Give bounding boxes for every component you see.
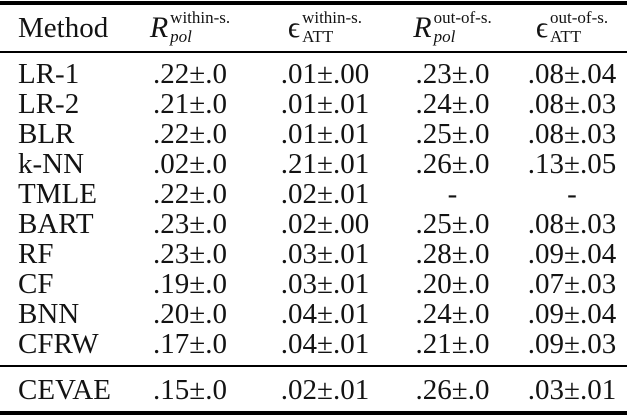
- value-cell: .23±.0: [153, 237, 227, 270]
- bottom-rule: [0, 411, 627, 415]
- column-header-eatt-within: ϵ within-s. ATT: [250, 9, 400, 46]
- value-cell: .01±.01: [280, 87, 370, 120]
- table-row: TMLE .22±.0 .02±.01 - -: [0, 179, 627, 209]
- value-cell: .02±.0: [153, 147, 227, 180]
- subscript: ATT: [550, 27, 582, 46]
- value-cell: .23±.0: [415, 57, 490, 90]
- value-cell: .17±.0: [153, 327, 227, 360]
- subscript: pol: [170, 27, 192, 46]
- superscript: out-of-s.: [433, 8, 492, 28]
- table-row: BLR .22±.0 .01±.01 .25±.0 .08±.03: [0, 119, 627, 149]
- mid-rule: [0, 365, 627, 367]
- method-cell: TMLE: [18, 177, 97, 210]
- method-cell: BNN: [18, 297, 80, 330]
- table-row: k-NN .02±.0 .21±.01 .26±.0 .13±.05: [0, 149, 627, 179]
- value-cell: .09±.03: [527, 327, 617, 360]
- value-cell: .24±.0: [415, 297, 490, 330]
- value-cell: .02±.00: [280, 207, 370, 240]
- value-cell: .21±.0: [153, 87, 227, 120]
- header-rule: [0, 51, 627, 53]
- table-row: BART .23±.0 .02±.00 .25±.0 .08±.03: [0, 209, 627, 239]
- value-cell: .09±.04: [527, 297, 617, 330]
- value-cell: .21±.0: [415, 327, 490, 360]
- method-cell: RF: [18, 237, 54, 270]
- value-cell: .28±.0: [415, 237, 490, 270]
- value-cell: -: [447, 177, 458, 210]
- value-cell: .13±.05: [527, 147, 617, 180]
- value-cell: .01±.00: [280, 57, 370, 90]
- value-cell: .15±.0: [153, 373, 227, 406]
- method-cell: CEVAE: [18, 373, 111, 406]
- table-row: LR-1 .22±.0 .01±.00 .23±.0 .08±.04: [0, 59, 627, 89]
- method-cell: CFRW: [18, 327, 99, 360]
- value-cell: .24±.0: [415, 87, 490, 120]
- value-cell: .08±.03: [527, 87, 617, 120]
- subscript: pol: [433, 27, 456, 46]
- value-cell: .04±.01: [280, 327, 370, 360]
- superscript: within-s.: [302, 8, 363, 28]
- value-cell: .01±.01: [280, 117, 370, 150]
- subscript: ATT: [302, 27, 334, 46]
- method-cell: k-NN: [18, 147, 85, 180]
- value-cell: .19±.0: [153, 267, 227, 300]
- value-cell: .03±.01: [280, 237, 370, 270]
- method-cell: CF: [18, 267, 54, 300]
- table-row: CFRW .17±.0 .04±.01 .21±.0 .09±.03: [0, 329, 627, 359]
- math-symbol-r: R: [413, 11, 432, 44]
- value-cell: -: [567, 177, 577, 210]
- value-cell: .20±.0: [415, 267, 490, 300]
- value-cell: .03±.01: [280, 267, 370, 300]
- value-cell: .08±.03: [527, 207, 617, 240]
- top-rule: [0, 1, 627, 5]
- column-header-eatt-outofs: ϵ out-of-s. ATT: [505, 9, 627, 46]
- value-cell: .23±.0: [153, 207, 227, 240]
- table-row: CF .19±.0 .03±.01 .20±.0 .07±.03: [0, 269, 627, 299]
- value-cell: .04±.01: [280, 297, 370, 330]
- table-row: RF .23±.0 .03±.01 .28±.0 .09±.04: [0, 239, 627, 269]
- math-symbol-epsilon: ϵ: [535, 11, 549, 44]
- value-cell: .07±.03: [527, 267, 617, 300]
- value-cell: .26±.0: [415, 147, 490, 180]
- superscript: out-of-s.: [550, 8, 609, 28]
- value-cell: .25±.0: [415, 207, 490, 240]
- value-cell: .21±.01: [280, 147, 370, 180]
- method-cell: BART: [18, 207, 94, 240]
- value-cell: .26±.0: [415, 373, 490, 406]
- value-cell: .08±.04: [527, 57, 617, 90]
- table-body: LR-1 .22±.0 .01±.00 .23±.0 .08±.04 LR-2 …: [0, 53, 627, 365]
- table-row: BNN .20±.0 .04±.01 .24±.0 .09±.04: [0, 299, 627, 329]
- column-header-method: Method: [18, 11, 109, 44]
- math-symbol-epsilon: ϵ: [287, 11, 301, 44]
- table-row-cevae: CEVAE .15±.0 .02±.01 .26±.0 .03±.01: [0, 375, 627, 405]
- method-cell: BLR: [18, 117, 75, 150]
- value-cell: .20±.0: [153, 297, 227, 330]
- value-cell: .22±.0: [153, 117, 227, 150]
- value-cell: .03±.01: [527, 373, 617, 406]
- value-cell: .08±.03: [527, 117, 617, 150]
- math-symbol-r: R: [149, 11, 169, 44]
- superscript: within-s.: [170, 8, 231, 28]
- method-cell: LR-2: [18, 87, 80, 120]
- value-cell: .02±.01: [280, 177, 370, 210]
- method-cell: LR-1: [18, 57, 80, 90]
- value-cell: .09±.04: [527, 237, 617, 270]
- table-row: LR-2 .21±.0 .01±.01 .24±.0 .08±.03: [0, 89, 627, 119]
- value-cell: .22±.0: [153, 57, 227, 90]
- value-cell: .25±.0: [415, 117, 490, 150]
- value-cell: .02±.01: [280, 373, 370, 406]
- value-cell: .22±.0: [153, 177, 227, 210]
